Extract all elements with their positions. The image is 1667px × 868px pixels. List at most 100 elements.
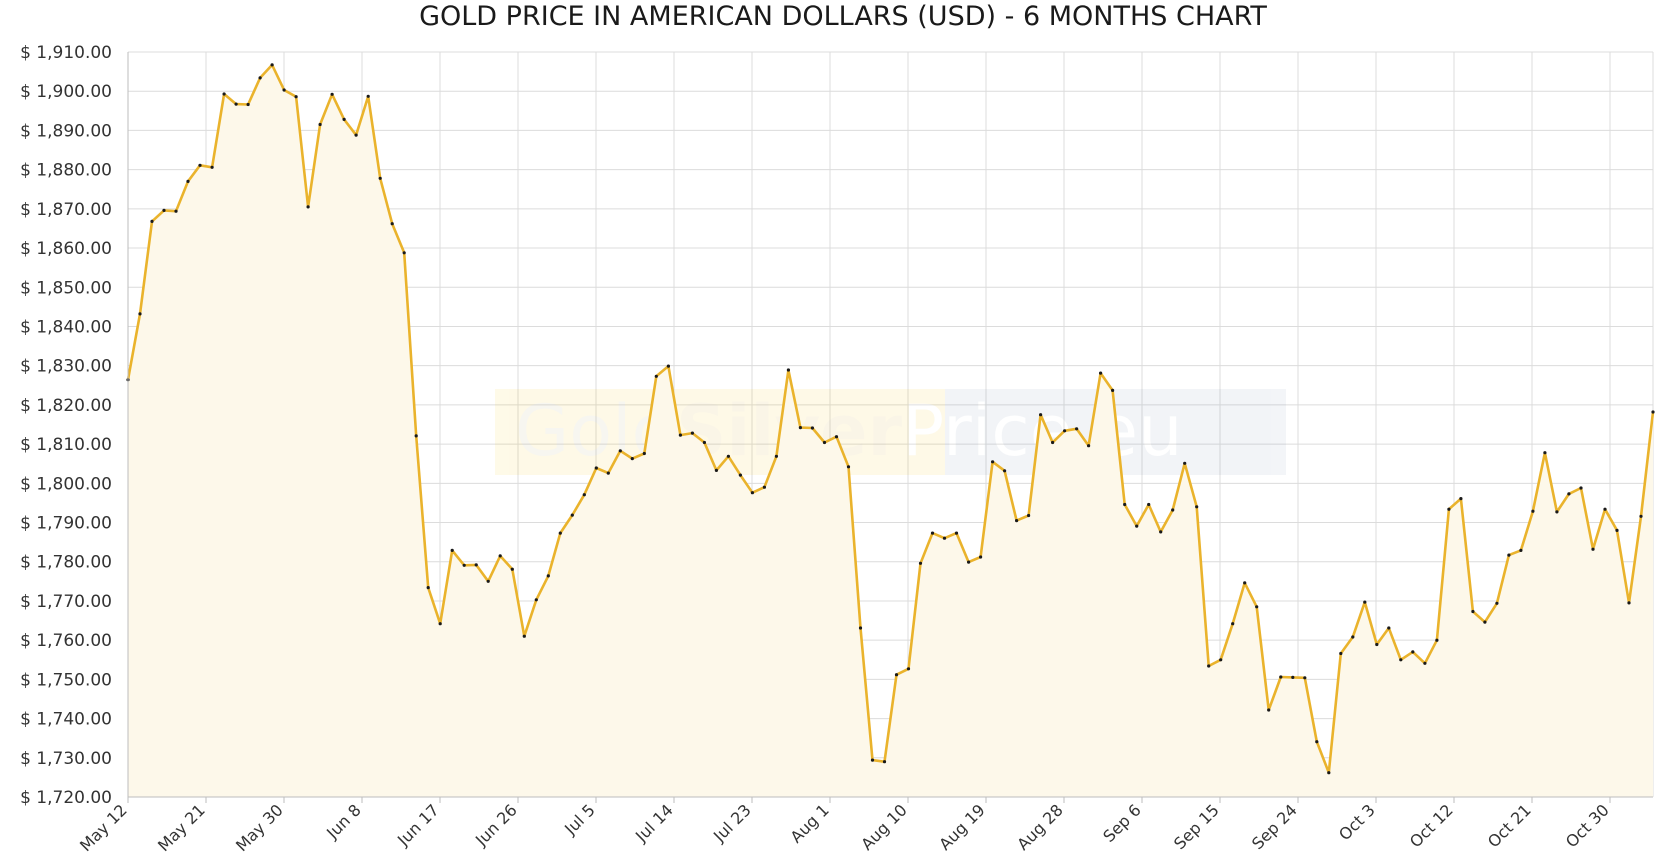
price-point[interactable] [174,209,178,213]
price-point[interactable] [870,758,875,762]
price-point[interactable] [486,579,490,583]
price-point[interactable] [1291,675,1295,680]
price-point[interactable] [738,473,743,477]
price-point[interactable] [1279,675,1283,679]
price-point[interactable] [1471,609,1475,614]
price-point[interactable] [1375,642,1379,647]
price-point[interactable] [450,548,454,553]
price-point[interactable] [1015,519,1019,523]
price-point[interactable] [1243,581,1247,585]
price-point[interactable] [1207,664,1211,668]
price-point[interactable] [258,76,262,80]
price-point[interactable] [762,485,767,489]
price-point[interactable] [1555,510,1559,514]
price-point[interactable] [1255,605,1259,609]
price-point[interactable] [882,760,887,764]
price-point[interactable] [1363,600,1367,604]
price-point[interactable] [1651,410,1655,414]
price-point[interactable] [318,122,322,127]
price-point[interactable] [942,536,947,540]
price-point[interactable] [234,102,238,106]
price-point[interactable] [1231,622,1235,626]
price-point[interactable] [1459,497,1463,501]
price-point[interactable] [162,208,166,212]
price-point[interactable] [1399,658,1403,662]
price-point[interactable] [846,465,851,469]
price-point[interactable] [918,561,923,565]
price-point[interactable] [1507,553,1511,557]
price-point[interactable] [1543,451,1547,455]
price-point[interactable] [991,460,995,464]
price-point[interactable] [1423,661,1427,665]
price-point[interactable] [726,454,731,458]
price-point[interactable] [1579,486,1583,490]
price-point[interactable] [822,440,827,445]
price-point[interactable] [594,466,598,470]
price-point[interactable] [1075,427,1079,431]
price-point[interactable] [582,493,586,497]
price-point[interactable] [1531,509,1535,513]
price-point[interactable] [834,435,839,439]
price-point[interactable] [330,92,334,96]
price-point[interactable] [678,433,683,437]
price-point[interactable] [270,63,274,67]
price-point[interactable] [1111,388,1115,392]
price-point[interactable] [1519,548,1523,553]
price-point[interactable] [1087,444,1091,448]
price-point[interactable] [546,574,550,578]
price-point[interactable] [294,95,298,99]
price-point[interactable] [979,555,983,559]
price-point[interactable] [150,219,154,223]
price-point[interactable] [894,673,899,677]
price-point[interactable] [654,374,658,378]
price-point[interactable] [474,563,478,567]
price-point[interactable] [210,165,214,169]
price-point[interactable] [1603,507,1607,511]
price-point[interactable] [750,491,755,495]
price-point[interactable] [786,368,791,372]
price-point[interactable] [1639,514,1643,518]
price-point[interactable] [967,560,971,564]
price-point[interactable] [522,634,526,638]
price-point[interactable] [1159,530,1163,534]
price-point[interactable] [1435,638,1439,642]
price-point[interactable] [1267,708,1271,712]
price-point[interactable] [798,426,803,430]
price-point[interactable] [954,531,959,535]
price-point[interactable] [402,251,406,255]
price-point[interactable] [930,531,935,535]
price-point[interactable] [1447,507,1451,511]
price-point[interactable] [1171,508,1175,512]
price-point[interactable] [1627,601,1631,605]
price-point[interactable] [630,457,634,461]
price-point[interactable] [1591,547,1595,551]
price-point[interactable] [1387,626,1391,630]
price-point[interactable] [462,563,466,567]
price-point[interactable] [642,451,646,456]
price-point[interactable] [570,513,574,517]
price-point[interactable] [198,163,202,167]
price-point[interactable] [390,222,394,226]
price-point[interactable] [810,426,815,430]
price-point[interactable] [1495,601,1499,605]
price-point[interactable] [1135,524,1139,528]
price-point[interactable] [438,622,442,626]
price-point[interactable] [1315,740,1319,744]
price-point[interactable] [906,667,911,671]
price-point[interactable] [666,364,671,368]
price-point[interactable] [366,94,370,98]
price-point[interactable] [1483,620,1487,624]
price-point[interactable] [510,567,514,571]
price-point[interactable] [1051,440,1055,445]
price-point[interactable] [714,468,719,472]
price-point[interactable] [282,88,286,92]
price-point[interactable] [246,102,250,107]
price-point[interactable] [354,133,358,137]
price-point[interactable] [1003,469,1007,473]
price-point[interactable] [498,554,502,558]
price-point[interactable] [1327,771,1331,775]
price-point[interactable] [426,586,430,590]
price-point[interactable] [1411,650,1415,654]
price-point[interactable] [1063,429,1067,433]
price-point[interactable] [690,431,695,435]
